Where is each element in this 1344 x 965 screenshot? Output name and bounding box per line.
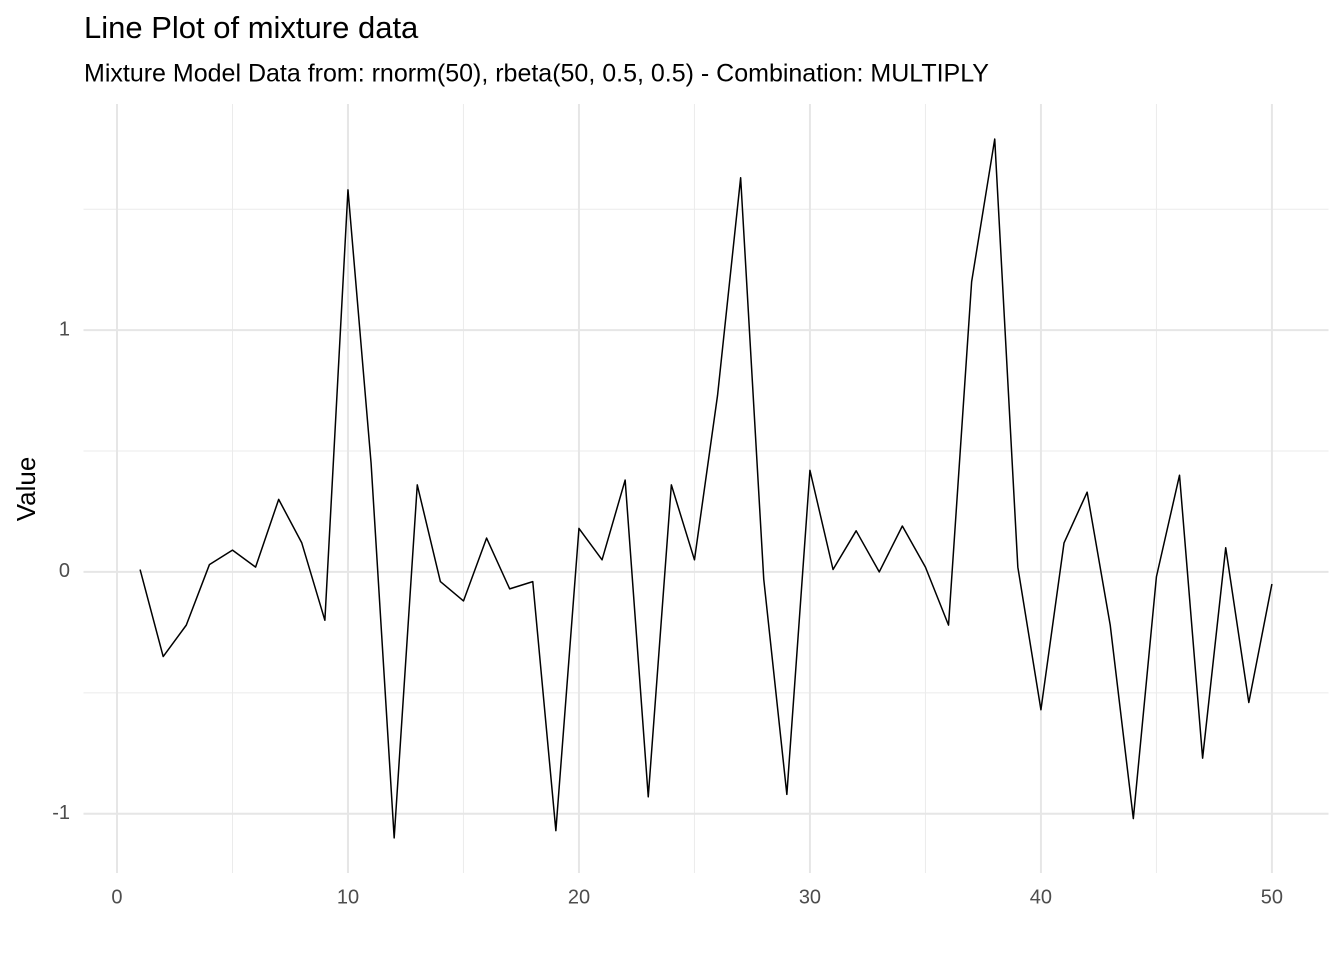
chart-title: Line Plot of mixture data: [84, 10, 419, 45]
data-line: [139, 138, 1273, 839]
y-axis-label: Value: [11, 457, 41, 522]
y-tick-label: -1: [52, 802, 70, 824]
x-tick-label: 10: [337, 886, 359, 908]
y-tick-label: 0: [59, 560, 70, 582]
chart-subtitle: Mixture Model Data from: rnorm(50), rbet…: [84, 60, 989, 88]
x-tick-label: 30: [799, 886, 821, 908]
y-tick-label: 1: [59, 318, 70, 340]
x-tick-label: 40: [1030, 886, 1052, 908]
x-tick-label: 0: [111, 886, 122, 908]
x-tick-label: 20: [568, 886, 590, 908]
x-tick-label: 50: [1261, 886, 1283, 908]
